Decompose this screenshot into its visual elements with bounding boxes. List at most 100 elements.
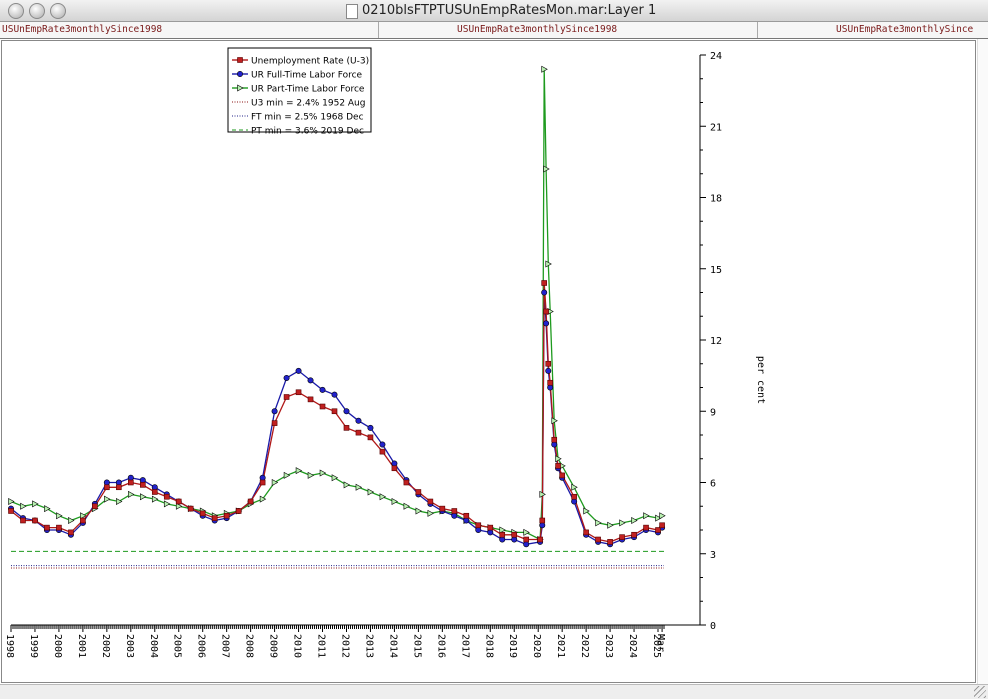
tab-layer-2[interactable]: USUnEmpRate3monthlySince1998	[457, 24, 618, 35]
series-0-point	[139, 482, 146, 488]
status-bar	[0, 684, 988, 699]
series-2-point	[307, 471, 315, 479]
tab-layer-3[interactable]: USUnEmpRate3monthlySince	[836, 24, 974, 35]
close-window-button[interactable]	[8, 3, 24, 19]
series-0-point	[475, 522, 482, 529]
x-tick-label-16: 2014	[387, 634, 398, 658]
series-2-point	[163, 500, 171, 508]
chart-canvas: 0 3 6 9 12 15 18 21 24 1998 1999 2000 2001 2002 2003 2…	[4, 47, 766, 658]
series-0-point	[343, 425, 350, 431]
x-tick-label-3: 2001	[76, 634, 87, 658]
series-0-point	[439, 505, 446, 512]
series-0-point	[307, 396, 314, 403]
series-1-point	[551, 441, 558, 448]
series-2-point	[331, 474, 339, 482]
series-0-point	[367, 434, 374, 441]
legend-label-4: FT min = 2.5% 1968 Dec	[251, 113, 364, 123]
series-0-point	[523, 536, 530, 543]
series-0-point	[487, 524, 494, 531]
series-2-point	[151, 495, 159, 503]
series-0-point	[631, 531, 637, 538]
series-0-point	[80, 517, 86, 524]
series-0-point	[187, 505, 194, 512]
series-2-point	[343, 481, 351, 489]
series-2-point	[295, 467, 303, 475]
series-0-point	[379, 448, 386, 455]
series-2-point	[499, 526, 506, 534]
series-1-point	[355, 417, 362, 424]
series-0-point	[92, 503, 98, 510]
series-1-point	[307, 377, 314, 384]
series-0-point	[199, 510, 206, 517]
series-0-point	[8, 508, 14, 514]
document-icon	[346, 4, 358, 19]
series-1-point	[139, 477, 146, 484]
series-2-point	[367, 488, 375, 496]
x-tick-label-11: 2009	[268, 634, 279, 658]
legend-label-1: UR Full-Time Labor Force	[251, 71, 363, 81]
minimize-window-button[interactable]	[29, 3, 45, 19]
window-title: 0210blsFTPTUSUnEmpRatesMon.mar:Layer 1	[362, 3, 657, 18]
x-tick-label-17: 2015	[411, 634, 422, 658]
series-markers	[8, 65, 666, 548]
tab-layer-1[interactable]: USUnEmpRate3monthlySince1998	[2, 24, 163, 35]
window-titlebar: 0210blsFTPTUSUnEmpRatesMon.mar:Layer 1	[0, 0, 988, 22]
resize-grip-icon[interactable]	[974, 686, 986, 698]
series-2-point	[523, 528, 530, 536]
series-1-point	[343, 408, 350, 415]
tab-divider	[757, 22, 758, 38]
series-2-point	[619, 519, 626, 527]
series-2-point	[20, 502, 27, 510]
series-1-point	[115, 479, 122, 486]
series-0-point	[175, 498, 182, 505]
x-tick-label-7: 2005	[172, 634, 183, 658]
x-tick-label-1: 1999	[28, 634, 39, 658]
zoom-window-button[interactable]	[50, 3, 66, 19]
series-0-point	[235, 508, 242, 514]
series-2-point	[128, 490, 135, 498]
series-line-2	[10, 69, 663, 541]
series-0-point	[427, 498, 434, 505]
y-tick-label-7: 21	[710, 122, 722, 133]
legend-label-0: Unemployment Rate (U-3)	[251, 57, 369, 67]
series-1-point	[523, 541, 530, 548]
series-2-point	[539, 490, 546, 498]
series-0-point	[539, 517, 546, 524]
series-2-point	[427, 509, 434, 517]
series-0-point	[116, 484, 122, 491]
x-tick-label-22: 2020	[531, 634, 542, 658]
x-tick-label-19: 2017	[459, 634, 470, 658]
y-tick-label-3: 9	[710, 407, 716, 418]
series-0-point	[511, 531, 518, 538]
vertical-scrollbar[interactable]	[977, 39, 988, 684]
series-2-point	[8, 497, 15, 506]
series-2-point	[139, 493, 147, 501]
series-2-point	[379, 493, 387, 501]
series-1-point	[451, 512, 458, 519]
series-1-point	[151, 484, 158, 491]
series-1-point	[539, 522, 546, 529]
series-2-point	[283, 471, 291, 479]
series-0-point	[128, 479, 134, 486]
series-1-point	[367, 424, 374, 431]
y-tick-label-2: 6	[710, 479, 716, 490]
series-0-point	[559, 472, 565, 479]
series-2-point	[631, 516, 638, 525]
series-2-point	[415, 507, 423, 515]
legend-marker-2	[237, 84, 244, 92]
series-0-point	[163, 493, 170, 500]
series-2-point	[551, 417, 558, 425]
series-2-point	[595, 519, 602, 527]
series-0-point	[32, 517, 38, 524]
series-0-point	[295, 389, 302, 396]
x-tick-label-12: 2010	[292, 634, 303, 658]
y-axis: 0 3 6 9 12 15 18 21 24	[699, 51, 722, 632]
series-0-point	[20, 517, 26, 524]
series-1-point	[331, 391, 338, 398]
series-1-point	[511, 536, 518, 543]
x-axis: 1998 1999 2000 2001 2002 2003 2004 2005 2006 2007…	[4, 624, 700, 658]
series-1-point	[547, 384, 554, 391]
y-tick-label-5: 15	[710, 265, 722, 276]
series-0-point	[355, 429, 362, 436]
series-0-point	[223, 512, 230, 519]
